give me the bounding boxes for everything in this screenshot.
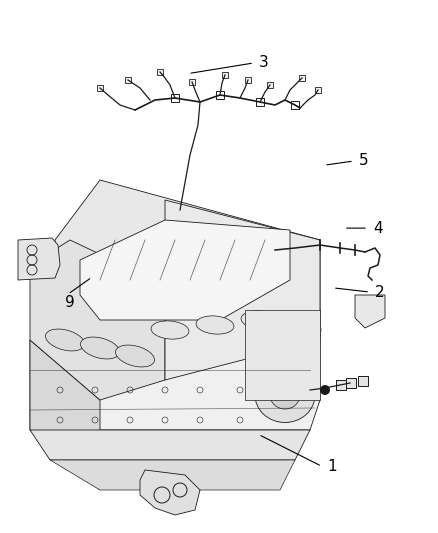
Polygon shape [245,310,320,400]
Polygon shape [165,200,320,380]
Bar [125,77,131,83]
Bar [171,94,179,102]
Text: 4: 4 [373,221,382,236]
Bar [222,72,228,78]
Polygon shape [55,180,320,310]
Polygon shape [30,430,310,460]
Ellipse shape [196,316,234,334]
Text: 3: 3 [259,55,269,70]
Bar [216,91,224,99]
Ellipse shape [255,367,315,423]
Bar [157,69,163,75]
Bar [336,380,346,390]
Bar [189,79,195,85]
Polygon shape [355,295,385,328]
Ellipse shape [281,392,289,399]
Ellipse shape [151,321,189,339]
Bar [245,77,251,83]
Text: 2: 2 [375,285,385,300]
Ellipse shape [116,345,155,367]
Text: 9: 9 [65,295,74,310]
Circle shape [320,385,330,395]
Bar [291,101,299,109]
Polygon shape [80,220,290,320]
Bar [256,98,264,106]
Bar [299,75,305,81]
Text: 1: 1 [327,459,336,474]
Polygon shape [30,240,165,400]
Bar [346,378,356,388]
Bar [315,87,321,93]
Polygon shape [50,460,295,490]
Ellipse shape [241,311,279,329]
Bar [267,82,273,88]
Ellipse shape [270,381,300,409]
Text: 5: 5 [359,154,368,168]
Ellipse shape [46,329,85,351]
Polygon shape [18,238,60,280]
Ellipse shape [299,320,321,340]
Ellipse shape [81,337,120,359]
Bar [97,85,103,91]
Polygon shape [30,310,320,430]
Polygon shape [30,340,100,490]
Bar [358,376,368,386]
Polygon shape [140,470,200,515]
